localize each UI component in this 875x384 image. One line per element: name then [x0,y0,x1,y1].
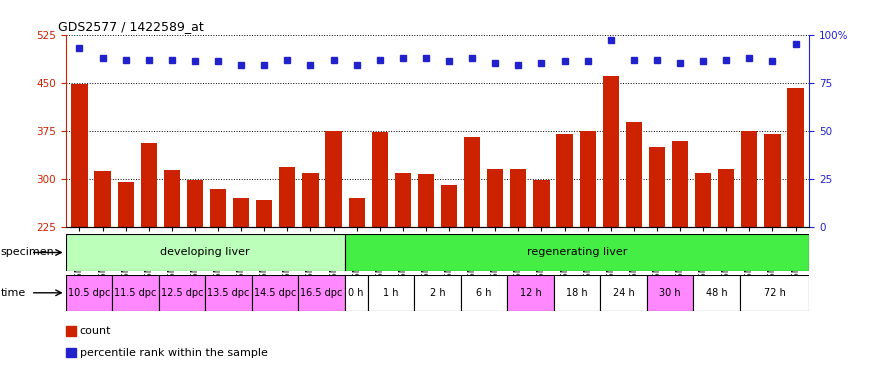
Bar [693,275,739,311]
Bar [487,169,503,227]
Bar [94,171,110,227]
Bar [372,132,388,227]
Bar [66,275,112,311]
Bar [739,275,809,311]
Text: count: count [80,326,111,336]
Bar [414,275,461,311]
Bar [554,275,600,311]
Bar [765,134,780,227]
Bar [695,174,711,227]
Text: 30 h: 30 h [659,288,681,298]
Bar [256,200,272,227]
Text: GDS2577 / 1422589_at: GDS2577 / 1422589_at [59,20,204,33]
Text: 2 h: 2 h [430,288,445,298]
Bar [112,275,158,311]
Text: 1 h: 1 h [383,288,399,298]
Bar [326,131,341,227]
Bar [534,180,550,227]
Bar [348,198,365,227]
Text: developing liver: developing liver [160,247,250,258]
Bar [788,88,803,227]
Bar [461,275,507,311]
Bar [210,189,226,227]
Bar [556,134,572,227]
Bar [395,174,411,227]
Bar [345,275,368,311]
Bar [252,275,298,311]
Bar [66,234,345,271]
Text: 24 h: 24 h [612,288,634,298]
Bar [187,180,203,227]
Bar [233,198,249,227]
Text: 48 h: 48 h [705,288,727,298]
Text: 12 h: 12 h [520,288,542,298]
Text: 18 h: 18 h [566,288,588,298]
Bar [507,275,554,311]
Text: 11.5 dpc: 11.5 dpc [114,288,157,298]
Text: specimen: specimen [1,247,54,258]
Bar [164,170,180,227]
Bar [626,122,642,227]
Bar [672,141,688,227]
Text: time: time [1,288,25,298]
Bar [368,275,414,311]
Bar [158,275,205,311]
Bar [510,169,527,227]
Text: 0 h: 0 h [348,288,364,298]
Bar [117,182,134,227]
Text: 10.5 dpc: 10.5 dpc [67,288,110,298]
Text: 13.5 dpc: 13.5 dpc [207,288,249,298]
Bar [418,174,434,227]
Bar [600,275,647,311]
Text: percentile rank within the sample: percentile rank within the sample [80,348,268,358]
Bar [303,174,318,227]
Bar [205,275,252,311]
Text: 12.5 dpc: 12.5 dpc [161,288,203,298]
Bar [603,76,619,227]
Bar [579,131,596,227]
Bar [72,84,88,227]
Text: 14.5 dpc: 14.5 dpc [254,288,296,298]
Bar [279,167,296,227]
Bar [649,147,665,227]
Text: regenerating liver: regenerating liver [527,247,627,258]
Bar [141,143,157,227]
Bar [345,234,809,271]
Text: 6 h: 6 h [476,288,492,298]
Bar [647,275,693,311]
Text: 16.5 dpc: 16.5 dpc [300,288,342,298]
Bar [718,169,734,227]
Bar [298,275,345,311]
Bar [741,131,758,227]
Bar [441,185,457,227]
Text: 72 h: 72 h [764,288,786,298]
Bar [464,137,480,227]
